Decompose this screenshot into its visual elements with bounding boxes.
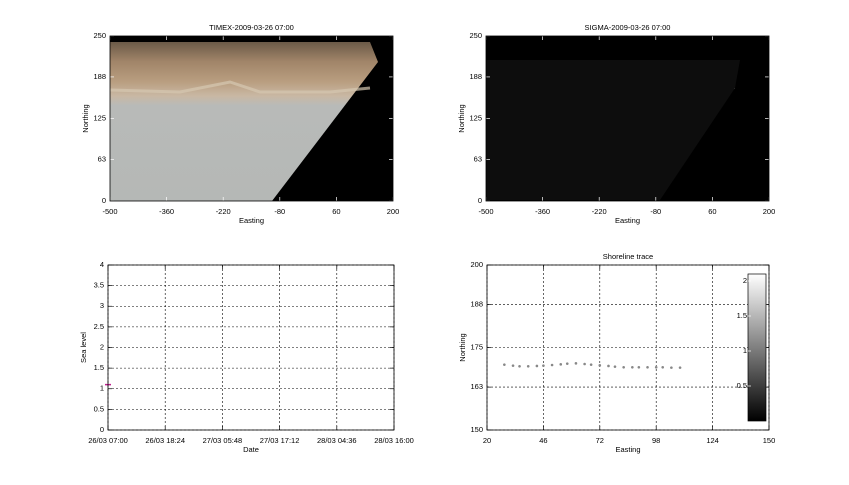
x-axis-label: Date [243, 445, 259, 454]
y-tick-label: 1 [100, 384, 104, 393]
y-tick-label: 125 [469, 113, 482, 122]
x-tick-label: 28/03 04:36 [317, 436, 357, 445]
colorbar [747, 273, 767, 422]
x-tick-label: -80 [650, 207, 661, 216]
y-tick-label: 0 [100, 425, 104, 434]
colorbar-tick-label: 2 [743, 276, 747, 285]
y-tick-label: 200 [470, 260, 483, 269]
shoreline-point [503, 363, 506, 366]
y-tick-label: 3.5 [94, 281, 104, 290]
x-tick-label: 27/03 05:48 [203, 436, 243, 445]
axes-frame [107, 264, 395, 431]
y-tick-label: 125 [93, 113, 106, 122]
x-tick-label: 20 [483, 436, 491, 445]
shoreline-point [574, 362, 578, 365]
colorbar-tick-label: 1 [743, 346, 747, 355]
shoreline-point [542, 364, 545, 367]
y-tick-label: 188 [469, 72, 482, 81]
panel-title: Shoreline trace [603, 252, 653, 261]
shoreline-point [661, 366, 665, 369]
x-tick-label: 26/03 18:24 [145, 436, 185, 445]
y-axis-label: Northing [458, 333, 467, 361]
colorbar-tick-label: 1.5 [737, 311, 747, 320]
x-tick-label: -220 [216, 207, 231, 216]
y-tick-label: 3 [100, 301, 104, 310]
x-tick-label: 60 [332, 207, 340, 216]
y-tick-label: 63 [474, 154, 482, 163]
shoreline-point [535, 364, 539, 368]
x-axis-label: Easting [615, 216, 640, 225]
x-tick-label: -500 [478, 207, 493, 216]
y-tick-label: 250 [93, 31, 106, 40]
timex-image [110, 42, 378, 201]
shoreline-point [607, 364, 610, 368]
x-tick-label: 26/03 07:00 [88, 436, 128, 445]
axes-frame [485, 35, 770, 202]
shoreline-point [654, 366, 658, 369]
x-tick-label: 124 [706, 436, 719, 445]
shoreline-point [559, 363, 563, 366]
shoreline-point [526, 365, 530, 368]
x-tick-label: -360 [535, 207, 550, 216]
shoreline-point [622, 366, 625, 369]
y-axis-label: Sea level [79, 332, 88, 363]
shoreline-point [583, 362, 586, 366]
y-tick-label: 250 [469, 31, 482, 40]
x-tick-label: 60 [708, 207, 716, 216]
y-tick-label: 175 [470, 342, 483, 351]
x-axis-label: Easting [239, 216, 264, 225]
y-axis-label: Northing [457, 104, 466, 132]
x-tick-label: -220 [592, 207, 607, 216]
axes-frame [109, 35, 394, 202]
panel-title: SIGMA-2009-03-26 07:00 [585, 23, 671, 32]
colorbar-tick-label: 0.5 [737, 381, 747, 390]
y-tick-label: 2 [100, 342, 104, 351]
y-tick-label: 0 [478, 196, 482, 205]
y-tick-label: 0.5 [94, 404, 104, 413]
sigma-texture [486, 60, 740, 200]
x-tick-label: 27/03 17:12 [260, 436, 300, 445]
shoreline-point [637, 366, 641, 369]
x-tick-label: 28/03 16:00 [374, 436, 414, 445]
shoreline-point [631, 366, 634, 369]
shoreline-point [646, 366, 649, 369]
x-tick-label: 200 [387, 207, 400, 216]
axes-frame [486, 264, 770, 431]
panel-title: TIMEX-2009-03-26 07:00 [209, 23, 294, 32]
x-tick-label: 200 [763, 207, 776, 216]
shoreline-point [670, 366, 673, 369]
shoreline-point [678, 366, 682, 369]
shoreline-point [518, 365, 521, 368]
shoreline-point [598, 364, 602, 367]
shoreline-point [550, 363, 554, 367]
y-tick-label: 0 [102, 196, 106, 205]
x-tick-label: 46 [539, 436, 547, 445]
x-tick-label: 98 [652, 436, 660, 445]
x-tick-label: -360 [159, 207, 174, 216]
x-axis-label: Easting [615, 445, 640, 454]
x-tick-label: 72 [596, 436, 604, 445]
shoreline-point [511, 364, 515, 367]
y-tick-label: 1.5 [94, 363, 104, 372]
shoreline-point [589, 363, 593, 366]
y-tick-label: 63 [98, 154, 106, 163]
y-axis-label: Northing [81, 104, 90, 132]
y-tick-label: 2.5 [94, 322, 104, 331]
y-tick-label: 188 [93, 72, 106, 81]
y-tick-label: 4 [100, 260, 104, 269]
x-tick-label: -80 [274, 207, 285, 216]
y-tick-label: 188 [470, 300, 483, 309]
shoreline-point [613, 365, 617, 368]
x-tick-label: -500 [102, 207, 117, 216]
shoreline-point [565, 362, 569, 365]
y-tick-label: 163 [470, 382, 483, 391]
x-tick-label: 150 [763, 436, 776, 445]
shoreline-band [109, 80, 371, 94]
y-tick-label: 150 [470, 425, 483, 434]
plot-area [108, 265, 394, 430]
